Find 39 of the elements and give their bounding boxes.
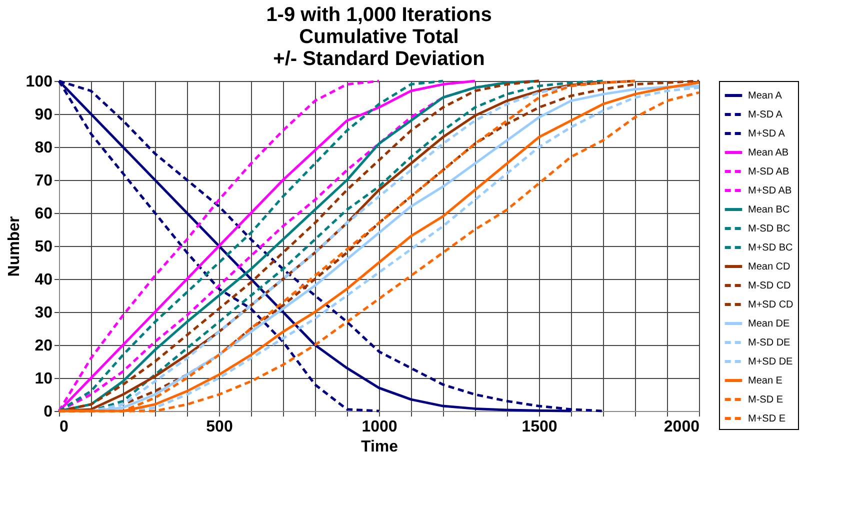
- legend-label: M+SD DE: [748, 356, 794, 368]
- legend-label: Mean DE: [748, 318, 790, 330]
- legend-label: Mean BC: [748, 204, 790, 216]
- y-tick-label: 80: [34, 140, 53, 156]
- x-tick-label: 1000: [362, 418, 398, 436]
- y-tick-label: 100: [26, 74, 53, 90]
- legend-label: Mean CD: [748, 262, 790, 272]
- legend-label: M-SD E: [748, 394, 784, 406]
- legend-label: M+SD E: [748, 414, 786, 424]
- x-axis-title: Time: [360, 438, 398, 456]
- y-tick-label: 90: [34, 106, 53, 124]
- text: Cumulative Total: [299, 26, 459, 48]
- legend-label: M-SD A: [748, 110, 783, 120]
- x-tick-label: 0: [60, 418, 68, 436]
- legend-label: M+SD A: [748, 128, 786, 140]
- legend-label: M+SD CD: [748, 300, 794, 310]
- y-tick-label: 50: [34, 238, 53, 256]
- legend-label: Mean E: [748, 376, 783, 386]
- x-tick-label: 500: [206, 418, 233, 436]
- legend-label: Mean A: [748, 90, 782, 102]
- text: +/- Standard Deviation: [273, 48, 485, 70]
- legend-label: Mean AB: [748, 148, 789, 158]
- y-tick-label: 20: [34, 338, 53, 354]
- legend-label: M+SD AB: [748, 186, 792, 196]
- x-tick-label: 1500: [522, 418, 558, 436]
- text: 1-9 with 1,000 Iterations: [266, 4, 492, 26]
- legend-label: M-SD CD: [748, 280, 791, 292]
- y-tick-label: 40: [34, 272, 53, 288]
- y-tick-label: 30: [34, 304, 53, 322]
- legend-label: M-SD AB: [748, 166, 790, 178]
- legend-label: M-SD BC: [748, 224, 790, 234]
- y-tick-label: 60: [34, 206, 53, 222]
- y-tick-label: 70: [34, 172, 53, 190]
- legend-label: M-SD DE: [748, 338, 791, 348]
- x-tick-label: 2000: [664, 418, 700, 436]
- y-tick-label: 0: [44, 404, 53, 420]
- y-tick-label: 10: [34, 370, 53, 388]
- legend-label: M+SD BC: [748, 242, 793, 254]
- y-axis-title: Number: [6, 216, 23, 277]
